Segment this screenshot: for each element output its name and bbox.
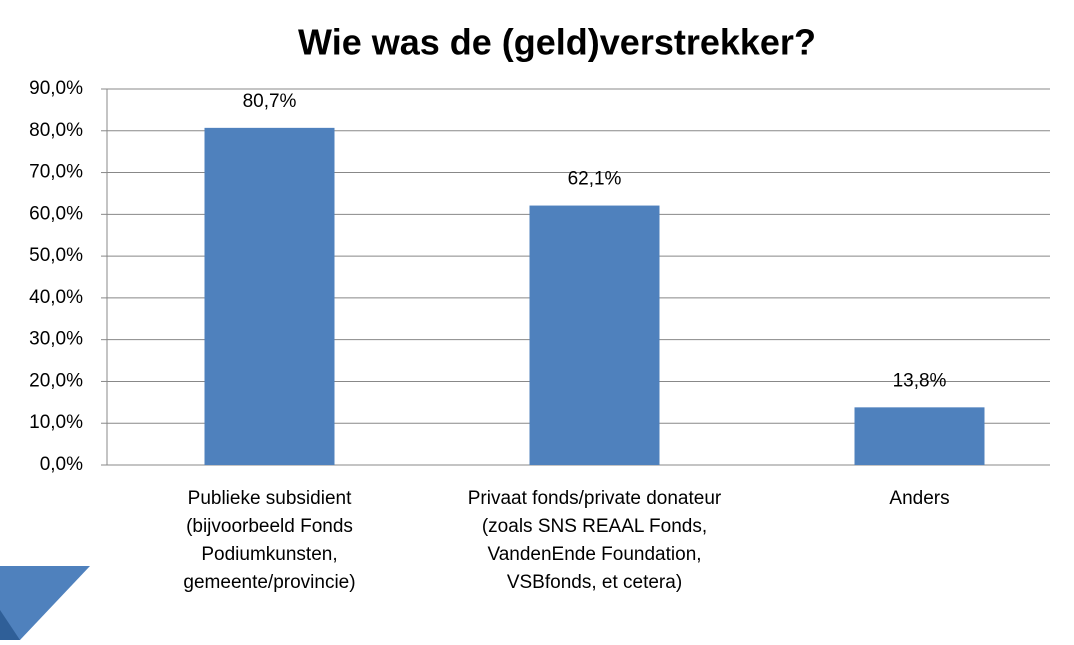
y-tick-label: 10,0% [29, 412, 83, 433]
y-tick-label: 60,0% [29, 203, 83, 224]
y-tick-label: 0,0% [40, 454, 83, 475]
value-label: 62,1% [568, 169, 622, 190]
decoration [0, 566, 90, 640]
y-tick-label: 30,0% [29, 329, 83, 350]
y-tick-label: 80,0% [29, 120, 83, 141]
y-tick-label: 90,0% [29, 78, 83, 99]
y-tick-label: 20,0% [29, 370, 83, 391]
x-tick-label-box: Anders [889, 488, 950, 509]
chart-title: Wie was de (geld)verstrekker? [298, 22, 816, 63]
x-tick-label: Anders [889, 488, 950, 509]
bar [529, 205, 660, 465]
bar [854, 407, 985, 465]
x-tick-label: Privaat fonds/private donateur (zoals SN… [467, 488, 722, 593]
y-tick-label: 40,0% [29, 287, 83, 308]
y-tick-label: 50,0% [29, 245, 83, 266]
decoration [0, 610, 20, 640]
x-tick-label-box: Privaat fonds/private donateur (zoals SN… [467, 488, 722, 593]
value-label: 80,7% [243, 91, 297, 112]
y-tick-label: 70,0% [29, 162, 83, 183]
value-label: 13,8% [893, 370, 947, 391]
x-tick-label: Publieke subsidient (bijvoorbeeld Fonds … [183, 488, 356, 593]
x-tick-label-box: Publieke subsidient (bijvoorbeeld Fonds … [183, 488, 356, 593]
bar [204, 127, 335, 465]
